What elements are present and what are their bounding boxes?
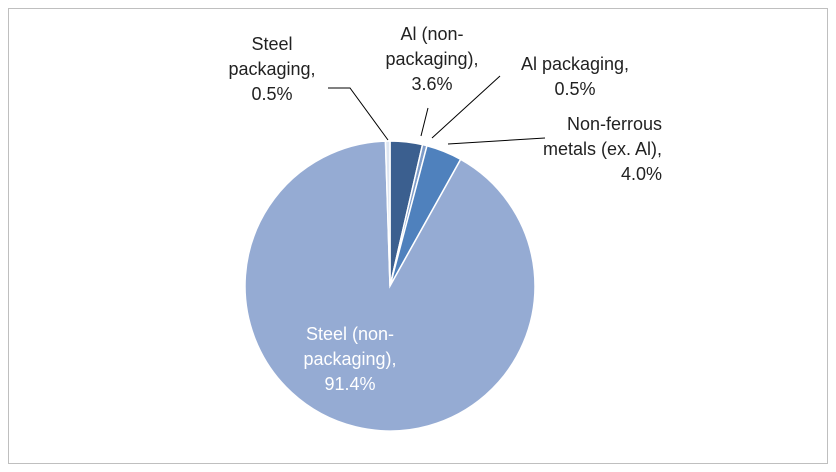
data-label-text: Al (non-packaging), 3.6%: [385, 24, 479, 94]
leader-line: [447, 137, 546, 145]
data-label-text: Steel (non-packaging), 91.4%: [303, 324, 397, 394]
data-label: Steel packaging, 0.5%: [228, 34, 316, 104]
pie-slice: [384, 140, 391, 287]
data-label-text: Non-ferrous metals (ex. Al), 4.0%: [542, 114, 662, 184]
data-label: Al (non-packaging), 3.6%: [385, 24, 479, 94]
pie-slice: [244, 140, 536, 432]
leader-line: [431, 75, 501, 139]
data-label: Non-ferrous metals (ex. Al), 4.0%: [542, 114, 662, 184]
leader-line: [328, 87, 389, 141]
data-label-text: Al packaging, 0.5%: [520, 54, 630, 99]
data-label: Al packaging, 0.5%: [520, 54, 630, 99]
leader-line: [420, 107, 429, 137]
data-label-text: Steel packaging, 0.5%: [228, 34, 316, 104]
data-label: Steel (non-packaging), 91.4%: [303, 324, 397, 394]
